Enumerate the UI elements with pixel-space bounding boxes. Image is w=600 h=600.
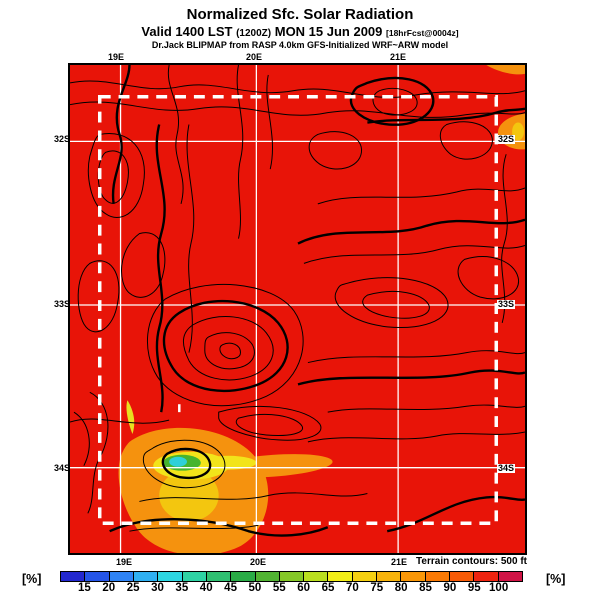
domain-boundary-box — [98, 95, 498, 525]
colorbar-segment — [109, 572, 134, 581]
colorbar-segment — [279, 572, 305, 581]
colorbar-tick-label: 80 — [394, 582, 408, 594]
colorbar-tick-label: 95 — [467, 582, 481, 594]
colorbar-segment — [377, 572, 402, 581]
colorbar-tick-label: 50 — [248, 582, 262, 594]
colorbar-tick-label: 35 — [175, 582, 189, 594]
colorbar-segment — [304, 572, 329, 581]
colorbar-tick-label: 100 — [489, 582, 509, 594]
colorbar-tick-label: 45 — [224, 582, 237, 594]
colorbar-segment — [133, 572, 159, 581]
colorbar-segment — [474, 572, 499, 581]
valid-time-line: Valid 1400 LST (1200Z) MON 15 Jun 2009 [… — [0, 24, 600, 39]
colorbar-tick-label: 55 — [272, 582, 286, 594]
colorbar-tick-label: 70 — [346, 582, 359, 594]
lon-label-bottom-21e: 21E — [391, 557, 408, 567]
colorbar-tick-label: 65 — [321, 582, 335, 594]
page-title: Normalized Sfc. Solar Radiation — [186, 6, 414, 23]
colorbar-tick-labels: 15 20 25 30 35 40 45 50 55 60 65 70 75 80 85 90 95 100 — [60, 582, 523, 596]
colorbar-tick-label: 40 — [199, 582, 213, 594]
colorbar-unit-left: [%] — [22, 572, 42, 586]
colorbar-segment — [352, 572, 378, 581]
colorbar-tick-label: 25 — [126, 582, 140, 594]
lat-label-right-34s: 34S — [497, 463, 516, 473]
lon-label-bottom-20e: 20E — [250, 557, 267, 567]
valid-time: Valid 1400 LST — [141, 24, 233, 39]
lon-label-top-19e: 19E — [108, 52, 125, 62]
valid-date: MON 15 Jun 2009 — [274, 24, 383, 39]
colorbar-segment — [450, 572, 475, 581]
lat-label-left-34s: 34S — [54, 463, 71, 473]
colorbar-segment — [401, 572, 426, 581]
lat-label-right-32s: 32S — [497, 134, 516, 144]
colorbar-segment — [85, 572, 110, 581]
colorbar — [60, 571, 523, 582]
colorbar-segment — [425, 572, 450, 581]
colorbar-segment — [328, 572, 353, 581]
lon-label-top-21e: 21E — [390, 52, 407, 62]
colorbar-tick-label: 20 — [102, 582, 116, 594]
colorbar-segment — [498, 572, 522, 581]
colorbar-segment — [231, 572, 256, 581]
colorbar-tick-label: 15 — [77, 582, 91, 594]
colorbar-tick-label: 30 — [151, 582, 164, 594]
lat-label-right-33s: 33S — [497, 299, 516, 309]
lat-label-left-33s: 33S — [54, 299, 71, 309]
model-byline: Dr.Jack BLIPMAP from RASP 4.0km GFS-Init… — [151, 40, 449, 50]
colorbar-tick-label: 60 — [297, 582, 311, 594]
forecast-note: [18hrFcst@0004z] — [386, 28, 459, 38]
forecast-map — [68, 63, 527, 555]
colorbar-segment — [182, 572, 207, 581]
lon-label-bottom-19e: 19E — [116, 557, 133, 567]
colorbar-tick-label: 85 — [419, 582, 432, 594]
colorbar-unit-right: [%] — [546, 572, 566, 586]
lon-label-top-20e: 20E — [246, 52, 263, 62]
map-graphics — [70, 65, 525, 553]
colorbar-segment — [158, 572, 183, 581]
colorbar-segment — [61, 572, 86, 581]
lat-label-left-32s: 32S — [54, 134, 71, 144]
valid-zulu: (1200Z) — [236, 28, 272, 39]
colorbar-segment — [255, 572, 280, 581]
colorbar-tick-label: 90 — [443, 582, 457, 594]
terrain-contours — [70, 65, 525, 532]
colorbar-tick-label: 75 — [370, 582, 384, 594]
site-marker — [178, 404, 181, 413]
colorbar-segment — [206, 572, 232, 581]
terrain-contour-note: Terrain contours: 500 ft — [416, 556, 527, 567]
low-radiation-patches — [118, 65, 525, 553]
